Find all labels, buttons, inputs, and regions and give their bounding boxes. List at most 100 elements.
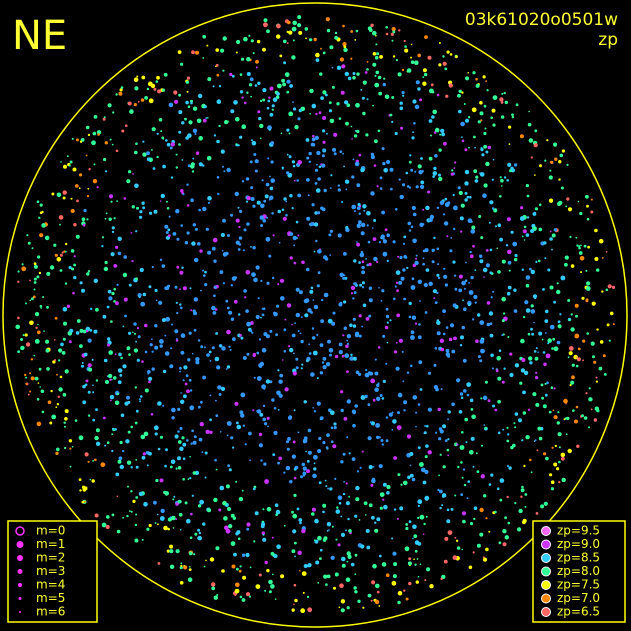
star [464, 148, 468, 152]
star [86, 218, 89, 221]
star [365, 529, 370, 533]
star [484, 380, 488, 384]
star [93, 115, 98, 119]
star [35, 312, 40, 317]
star [375, 70, 380, 75]
star [85, 125, 90, 130]
star [446, 448, 450, 452]
star [493, 208, 498, 213]
star [384, 94, 390, 99]
star [506, 426, 509, 429]
star [485, 161, 490, 167]
star [56, 403, 60, 406]
star [524, 493, 528, 496]
magnitude-label: m=5 [36, 591, 65, 605]
star [417, 87, 421, 91]
star [323, 149, 326, 152]
star [85, 379, 89, 383]
star [81, 364, 84, 368]
star [320, 47, 322, 50]
star [29, 372, 32, 375]
star [316, 284, 320, 288]
star [565, 433, 568, 436]
star [197, 504, 202, 508]
star [229, 72, 233, 77]
star [500, 101, 504, 104]
star [375, 43, 378, 46]
star [111, 427, 115, 430]
star [424, 579, 427, 582]
star [87, 414, 91, 417]
star [286, 42, 289, 44]
star [354, 39, 357, 41]
star [417, 279, 422, 284]
star [386, 484, 391, 490]
star [288, 345, 291, 348]
star [175, 153, 178, 156]
star [346, 342, 350, 345]
star [152, 167, 156, 170]
star [29, 390, 32, 393]
star [58, 359, 61, 362]
star [377, 129, 381, 133]
star [70, 197, 73, 200]
star [596, 409, 600, 413]
star [261, 313, 265, 317]
star [169, 146, 173, 150]
star [460, 230, 463, 233]
star [279, 54, 283, 58]
star [268, 128, 271, 131]
star [202, 57, 205, 59]
star [403, 235, 407, 239]
star [202, 522, 206, 526]
star [429, 88, 434, 94]
star [497, 431, 501, 435]
star [221, 249, 224, 252]
star [437, 488, 440, 492]
star [291, 510, 294, 514]
star [188, 568, 192, 571]
star [406, 185, 410, 188]
star [286, 447, 290, 451]
star [346, 370, 349, 373]
star [117, 459, 122, 464]
star [489, 322, 493, 326]
star [413, 534, 418, 538]
star [513, 163, 518, 167]
star [576, 444, 580, 448]
star [394, 131, 398, 136]
star [62, 393, 67, 397]
star [574, 333, 580, 339]
star [54, 339, 56, 341]
star [551, 446, 554, 449]
star [483, 276, 485, 278]
star [202, 118, 207, 123]
star [433, 236, 436, 240]
star [601, 290, 604, 293]
star [195, 50, 199, 55]
star [307, 308, 312, 313]
star [368, 503, 373, 508]
star [366, 98, 369, 101]
star [44, 235, 50, 241]
star [403, 409, 406, 412]
star [149, 211, 153, 215]
star [334, 35, 338, 40]
star [507, 162, 512, 167]
star [197, 93, 203, 99]
star [246, 321, 252, 327]
star [207, 196, 212, 201]
star [498, 541, 502, 545]
star [485, 80, 488, 82]
star [447, 438, 450, 441]
star [454, 274, 457, 277]
star [353, 259, 357, 263]
star [501, 296, 507, 302]
star [119, 88, 123, 92]
star [466, 382, 472, 387]
star [471, 107, 477, 113]
star [192, 128, 198, 133]
star [325, 93, 328, 97]
star [59, 375, 63, 379]
star [541, 338, 544, 341]
